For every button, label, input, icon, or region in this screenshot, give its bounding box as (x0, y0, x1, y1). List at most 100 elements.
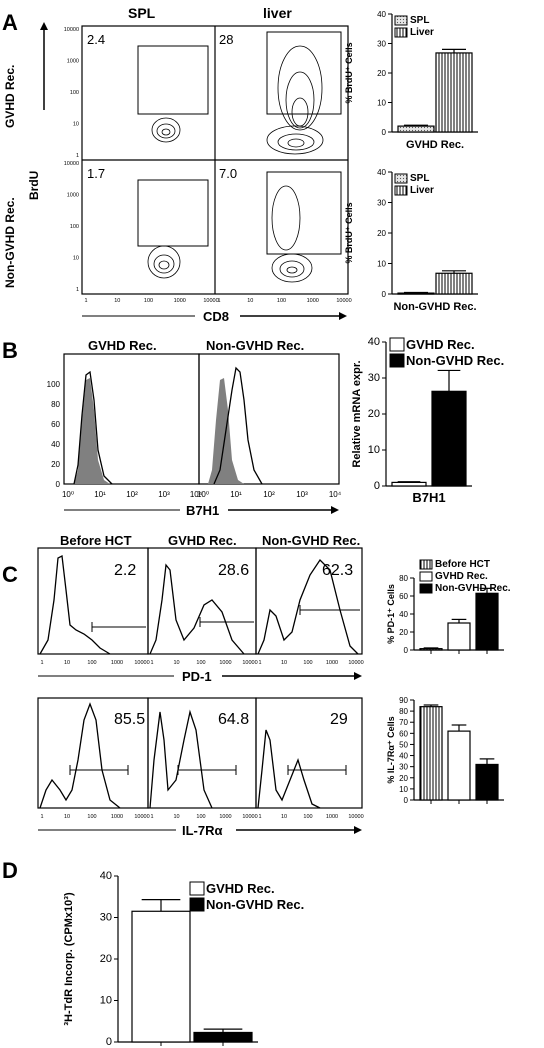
c-xtick: 1 (258, 660, 261, 666)
y-tick-label: 0 (374, 480, 380, 492)
c-xtick: 10000 (348, 814, 363, 820)
a-xtick: 1 (84, 298, 87, 304)
c-il7-gates (69, 765, 347, 775)
a-ytick: 10 (73, 122, 79, 128)
y-axis-label: % BrdU⁺ Cells (344, 202, 354, 263)
y-tick-label: 60 (399, 592, 408, 601)
chart-d: 0 10 20 30 40 ³H-TdR Incorp. (CPMx10³) GVHD Re… (63, 870, 304, 1048)
c-xtick: 100 (303, 660, 312, 666)
b7h1-arrow-head (331, 506, 339, 514)
bar-gvhd-rec- (447, 622, 471, 651)
c-xtick: 1 (258, 814, 261, 820)
a-ytick: 1000 (67, 193, 79, 199)
legend-label: SPL (410, 15, 429, 26)
y-tick-label: 40 (377, 10, 386, 19)
panel-letter-c: C (2, 562, 18, 587)
a-ytick: 1 (76, 287, 79, 293)
c-xtick: 10 (173, 814, 179, 820)
c-pd1-frames (37, 547, 363, 655)
y-tick-label: 10 (368, 444, 380, 456)
a-xtick: 100 (144, 298, 153, 304)
c-il7-frames (37, 697, 363, 809)
gates (137, 31, 342, 255)
legend-label: Before HCT (435, 559, 490, 570)
b-hist-fill-gvhd (74, 378, 110, 484)
y-axis-label: ³H-TdR Incorp. (CPMx10³) (63, 892, 75, 1026)
a-xtick: 1000 (174, 298, 186, 304)
y-tick-label: 30 (368, 372, 380, 384)
row-label-nongvhd: Non-GVHD Rec. (3, 197, 17, 288)
c-col-label-gvhd: GVHD Rec. (168, 533, 237, 548)
b-ytick: 0 (56, 480, 61, 489)
y-tick-label: 30 (399, 763, 408, 772)
c-xtick: 1 (150, 814, 153, 820)
bar-liver (435, 272, 473, 295)
a-ytick: 100 (70, 90, 79, 96)
a-xtick: 1000 (307, 298, 319, 304)
c-xtick: 1000 (219, 814, 231, 820)
y-tick-label: 10 (377, 260, 386, 269)
group-label: B7H1 (412, 490, 445, 505)
chart-b: 0 10 20 30 40 Relative mRNA expr. B7H1 GVHD Rec… (351, 336, 504, 505)
y-tick-label: 0 (382, 290, 387, 299)
c-xtick: 10000 (134, 814, 149, 820)
b-ytick: 60 (51, 420, 60, 429)
b7h1-axis-label: B7H1 (186, 503, 219, 518)
legend-label: GVHD Rec. (206, 881, 275, 896)
b-ytick: 20 (51, 460, 60, 469)
y-axis-label: % BrdU⁺ Cells (344, 42, 354, 103)
c-xtick: 1 (40, 814, 43, 820)
bar-non-gvhd-rec- (475, 592, 499, 651)
a-xtick: 10 (114, 298, 120, 304)
legend-swatch (394, 15, 408, 26)
c-xtick: 1000 (111, 814, 123, 820)
legend-label: Liver (410, 27, 434, 38)
legend-swatch (389, 353, 405, 368)
b-ytick: 100 (47, 380, 61, 389)
col-label-liver: liver (263, 5, 292, 21)
b-xtick: 10³ (158, 490, 170, 499)
y-tick-label: 40 (100, 870, 112, 882)
c-il7-histograms (39, 702, 321, 809)
panel-letter-b: B (2, 338, 18, 363)
legend-swatch (419, 583, 433, 594)
a-ytick: 10000 (64, 27, 79, 33)
y-tick-label: 40 (399, 610, 408, 619)
c-pd1-gates (91, 605, 360, 632)
a-ytick: 1000 (67, 59, 79, 65)
y-tick-label: 60 (399, 729, 408, 738)
y-tick-label: 30 (377, 40, 386, 49)
gate-pct-4: 7.0 (219, 166, 237, 181)
y-tick-label: 40 (368, 336, 380, 348)
y-tick-label: 20 (100, 953, 112, 965)
bar-before-hct (419, 706, 443, 801)
legend-label: GVHD Rec. (435, 571, 488, 582)
legend-swatch (419, 559, 433, 570)
a-xtick: 1 (217, 298, 220, 304)
y-tick-label: 20 (399, 628, 408, 637)
a-ytick: 1 (76, 153, 79, 159)
legend-label: Non-GVHD Rec. (406, 353, 504, 368)
b-xtick: 10⁴ (190, 490, 203, 499)
y-tick-label: 90 (399, 696, 408, 705)
a-ytick: 10 (73, 256, 79, 262)
b-hist-line-gvhd (73, 370, 113, 485)
y-axis-label: Relative mRNA expr. (351, 360, 363, 467)
contour-grid (81, 25, 349, 295)
c-xtick: 10000 (348, 660, 363, 666)
y-tick-label: 20 (368, 408, 380, 420)
y-axis-label: % IL-7Rα⁺ Cells (386, 716, 396, 783)
c-xtick: 10 (64, 660, 70, 666)
legend-swatch (189, 881, 205, 896)
c-xtick: 10 (64, 814, 70, 820)
y-tick-label: 20 (399, 774, 408, 783)
a-ytick: 10000 (64, 161, 79, 167)
c-xtick: 1000 (111, 660, 123, 666)
y-tick-label: 0 (382, 128, 387, 137)
group-label: Non-GVHD Rec. (393, 301, 476, 313)
bar-spl (397, 292, 435, 295)
bar-non-gvhd-rec- (193, 1031, 253, 1043)
